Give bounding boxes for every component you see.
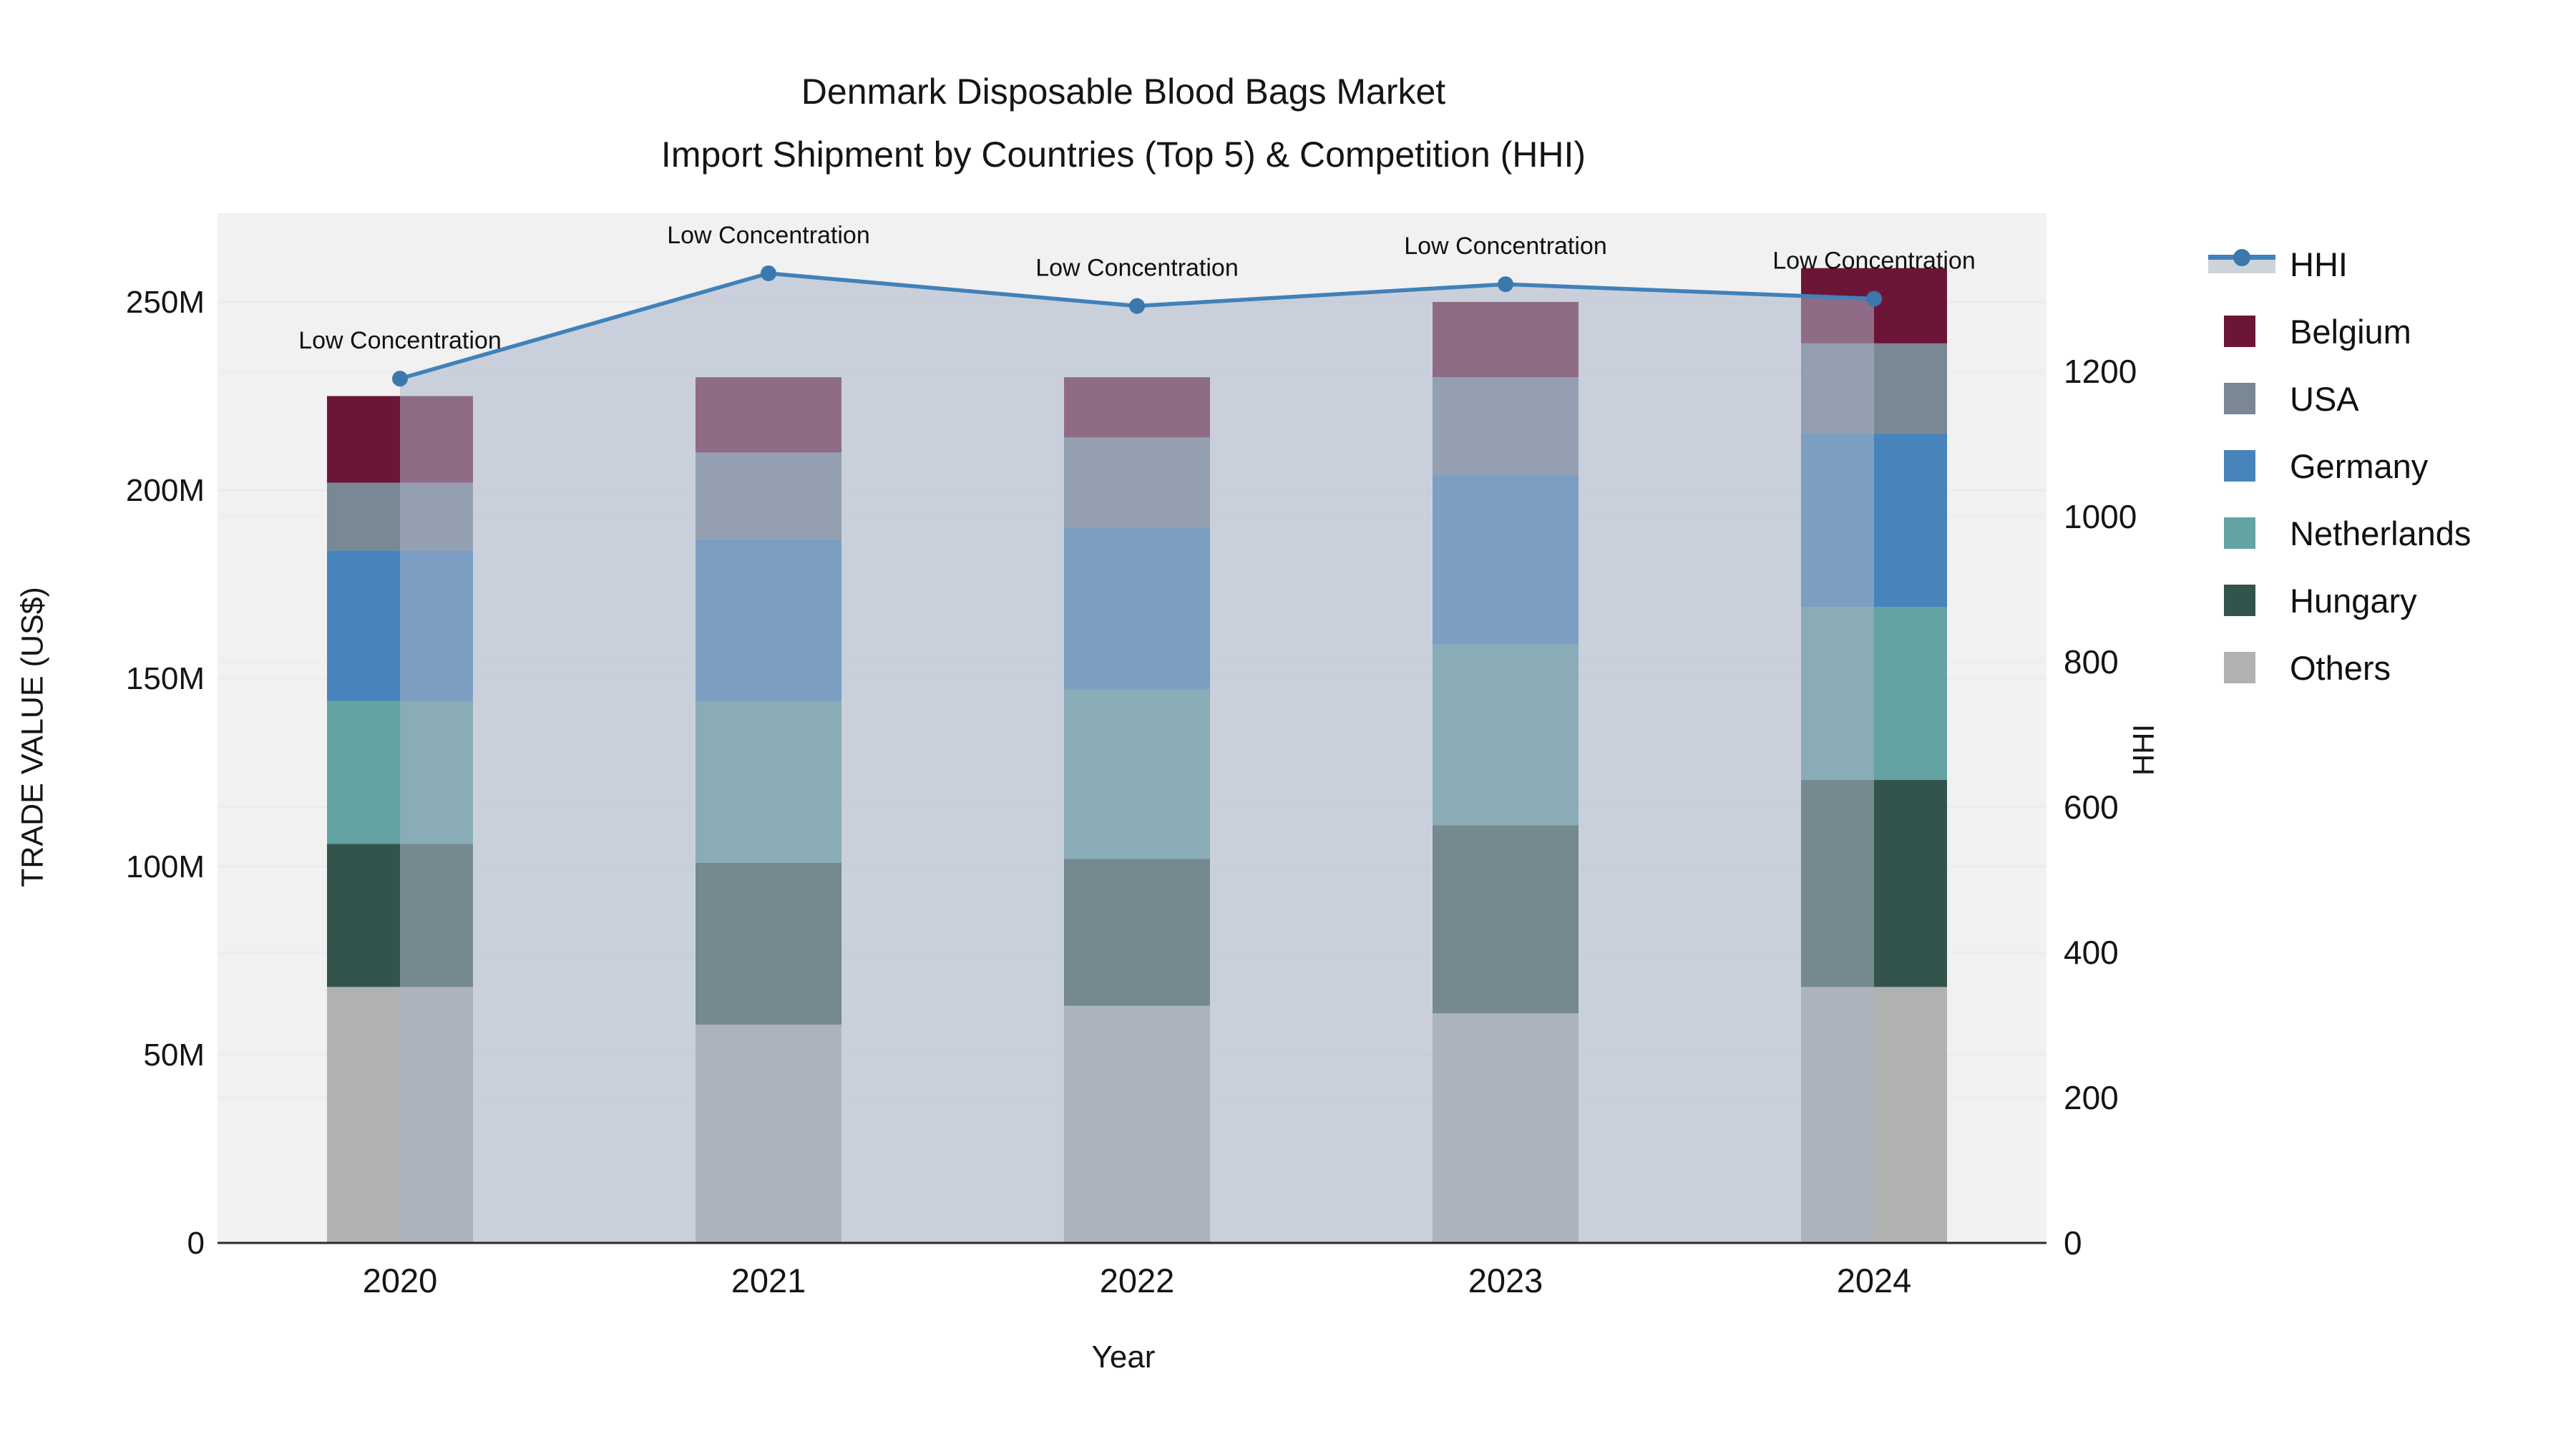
legend-label: Netherlands: [2290, 514, 2472, 552]
y-left-tick-label: 150M: [126, 661, 205, 696]
y-right-tick-label: 600: [2064, 789, 2119, 826]
legend-swatch-icon: [2208, 585, 2290, 616]
annotation-low-concentration-2023: Low Concentration: [1404, 233, 1607, 260]
legend-item-hhi[interactable]: HHI: [2208, 230, 2471, 298]
legend-item-hungary[interactable]: Hungary: [2208, 567, 2471, 634]
y-right-tick-label: 1200: [2064, 353, 2137, 390]
y-right-tick-label: 200: [2064, 1079, 2119, 1116]
legend-label: HHI: [2290, 245, 2348, 283]
legend-label: Germany: [2290, 447, 2429, 485]
legend-item-others[interactable]: Others: [2208, 634, 2471, 701]
legend-swatch-icon: [2208, 383, 2290, 414]
y-right-tick-label: 1000: [2064, 498, 2137, 535]
y-left-tick-label: 0: [187, 1226, 205, 1261]
x-tick-label-2023: 2023: [1468, 1262, 1543, 1299]
legend-label: Belgium: [2290, 312, 2411, 351]
legend-label: Hungary: [2290, 581, 2417, 620]
annotation-low-concentration-2020: Low Concentration: [298, 327, 502, 354]
hhi-point-2021[interactable]: [761, 265, 776, 281]
legend-swatch-icon: [2208, 450, 2290, 482]
hhi-point-2024[interactable]: [1866, 291, 1882, 307]
annotation-low-concentration-2022: Low Concentration: [1035, 255, 1239, 282]
x-tick-label-2022: 2022: [1100, 1262, 1175, 1299]
annotation-low-concentration-2021: Low Concentration: [667, 222, 870, 249]
hhi-line-swatch-icon: [2208, 249, 2290, 273]
x-tick-label-2021: 2021: [731, 1262, 806, 1299]
chart-title: Denmark Disposable Blood Bags Market Imp…: [0, 60, 2247, 186]
y-left-tick-label: 200M: [126, 473, 205, 508]
legend-label: USA: [2290, 379, 2359, 418]
legend: HHI Belgium USA Germany Netherlands Hungary Ot…: [2208, 230, 2471, 701]
y-right-tick-label: 800: [2064, 643, 2119, 680]
y-right-tick-label: 400: [2064, 934, 2119, 971]
x-axis-title: Year: [1091, 1340, 1156, 1375]
hhi-point-2022[interactable]: [1129, 298, 1145, 314]
y-left-tick-label: 100M: [126, 849, 205, 884]
y-right-tick-label: 0: [2064, 1224, 2082, 1262]
hhi-point-2023[interactable]: [1498, 276, 1513, 293]
hhi-area-fill: [400, 273, 1874, 1244]
y-left-tick-label: 250M: [126, 285, 205, 320]
legend-swatch-icon: [2208, 652, 2290, 683]
legend-item-netherlands[interactable]: Netherlands: [2208, 499, 2471, 567]
chart-title-line1: Denmark Disposable Blood Bags Market: [801, 72, 1446, 112]
x-tick-label-2020: 2020: [363, 1262, 438, 1299]
y-left-tick-label: 50M: [143, 1038, 205, 1073]
legend-swatch-icon: [2208, 517, 2290, 549]
legend-item-usa[interactable]: USA: [2208, 365, 2471, 432]
legend-swatch-icon: [2208, 316, 2290, 347]
chart-title-line2: Import Shipment by Countries (Top 5) & C…: [660, 135, 1586, 175]
x-tick-label-2024: 2024: [1837, 1262, 1912, 1299]
hhi-point-2020[interactable]: [392, 371, 408, 387]
legend-item-germany[interactable]: Germany: [2208, 432, 2471, 499]
legend-item-belgium[interactable]: Belgium: [2208, 298, 2471, 365]
annotation-low-concentration-2024: Low Concentration: [1772, 248, 1976, 275]
legend-label: Others: [2290, 648, 2391, 687]
